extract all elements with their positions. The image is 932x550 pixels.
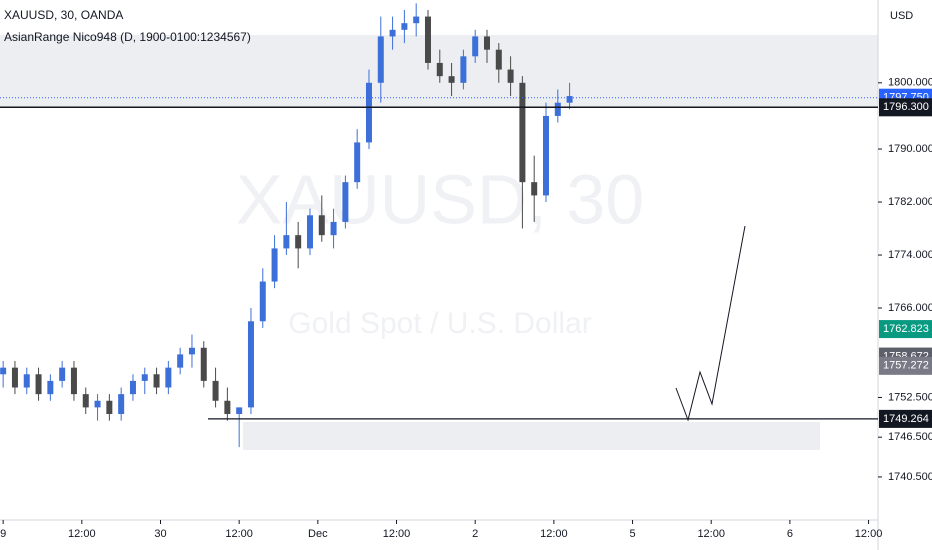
- indicator-title: AsianRange Nico948 (D, 1900-0100:1234567…: [4, 30, 251, 44]
- candle-body: [141, 374, 148, 381]
- candle-body: [330, 221, 337, 236]
- candle-body: [354, 142, 361, 183]
- candle-body: [542, 115, 549, 196]
- candle-body: [200, 347, 207, 381]
- candle-body: [212, 380, 219, 401]
- price-label: 1762.823: [883, 323, 929, 335]
- candle-body: [531, 182, 538, 196]
- candle-body: [306, 215, 313, 249]
- candle-body: [472, 36, 479, 57]
- axis-currency: USD: [890, 10, 913, 22]
- candle-body: [295, 235, 302, 249]
- y-tick-label: 1746.500: [888, 431, 932, 443]
- y-tick-label: 1790.000: [888, 143, 932, 155]
- x-tick-label: Dec: [308, 528, 328, 540]
- candle-body: [224, 400, 231, 415]
- x-tick-label: 9: [0, 528, 6, 540]
- candle-body: [436, 62, 443, 77]
- candle-body: [318, 215, 325, 236]
- candle-body: [342, 182, 349, 222]
- candle-body: [129, 380, 136, 395]
- y-tick-label: 1740.500: [888, 471, 932, 483]
- x-tick-label: 12:00: [68, 528, 96, 540]
- y-tick-label: 1752.500: [888, 391, 932, 403]
- candle-body: [365, 82, 372, 143]
- candle-body: [460, 56, 467, 83]
- x-tick-label: 12:00: [855, 528, 883, 540]
- candle-body: [259, 281, 266, 322]
- x-tick-label: 12:00: [225, 528, 253, 540]
- plot: [0, 3, 573, 448]
- candle-body: [424, 16, 431, 63]
- price-label-box: [879, 409, 932, 428]
- candle-body: [519, 82, 526, 183]
- candle-body: [389, 29, 396, 37]
- candle-body: [507, 69, 514, 83]
- candle-body: [413, 16, 420, 24]
- drawing: [675, 225, 746, 422]
- price-label: 1796.300: [883, 101, 929, 113]
- x-tick-label: 12:00: [383, 528, 411, 540]
- symbol-title: XAUUSD, 30, OANDA: [4, 8, 123, 22]
- candle-body: [165, 367, 172, 388]
- x-tick-label: 12:00: [540, 528, 568, 540]
- watermark-subtitle: Gold Spot / U.S. Dollar: [288, 307, 591, 340]
- candle-body: [11, 367, 18, 388]
- candle-body: [59, 367, 66, 381]
- candle-body: [177, 354, 184, 368]
- candle-body: [247, 321, 254, 408]
- candle-body: [448, 76, 455, 83]
- candle-body: [236, 407, 243, 415]
- candle-body: [47, 380, 54, 395]
- candle-body: [377, 36, 384, 83]
- candle-body: [23, 374, 30, 388]
- candle-body: [271, 248, 278, 282]
- candle-body: [554, 102, 561, 116]
- x-tick-label: 30: [154, 528, 166, 540]
- watermark: XAUUSD, 30: [236, 160, 644, 238]
- candle-body: [94, 400, 101, 408]
- candle-body: [188, 347, 195, 355]
- y-tick-label: 1782.000: [888, 196, 932, 208]
- price-label: 1757.272: [883, 360, 929, 372]
- price-label-box: [879, 98, 932, 117]
- price-label-box: [879, 356, 932, 375]
- candle-body: [35, 374, 42, 395]
- candle-body: [283, 235, 290, 249]
- candle-body: [118, 394, 125, 415]
- x-tick-label: 6: [787, 528, 793, 540]
- price-label: 1749.264: [883, 413, 929, 425]
- y-tick-label: 1800.000: [888, 77, 932, 89]
- candle-body: [153, 374, 160, 388]
- range-zone: [243, 422, 820, 450]
- candle-body: [483, 36, 490, 50]
- y-tick-label: 1774.000: [888, 249, 932, 261]
- candle-body: [495, 49, 502, 70]
- candle-body: [106, 400, 113, 415]
- candle-body: [0, 367, 7, 375]
- x-tick-label: 5: [629, 528, 635, 540]
- y-tick-label: 1766.000: [888, 302, 932, 314]
- candle-body: [566, 96, 573, 103]
- x-tick-label: 12:00: [697, 528, 725, 540]
- x-tick-label: 2: [472, 528, 478, 540]
- candle-body: [401, 23, 408, 30]
- candle-body: [82, 394, 89, 408]
- candle-body: [70, 367, 77, 395]
- price-label-box: [879, 320, 932, 339]
